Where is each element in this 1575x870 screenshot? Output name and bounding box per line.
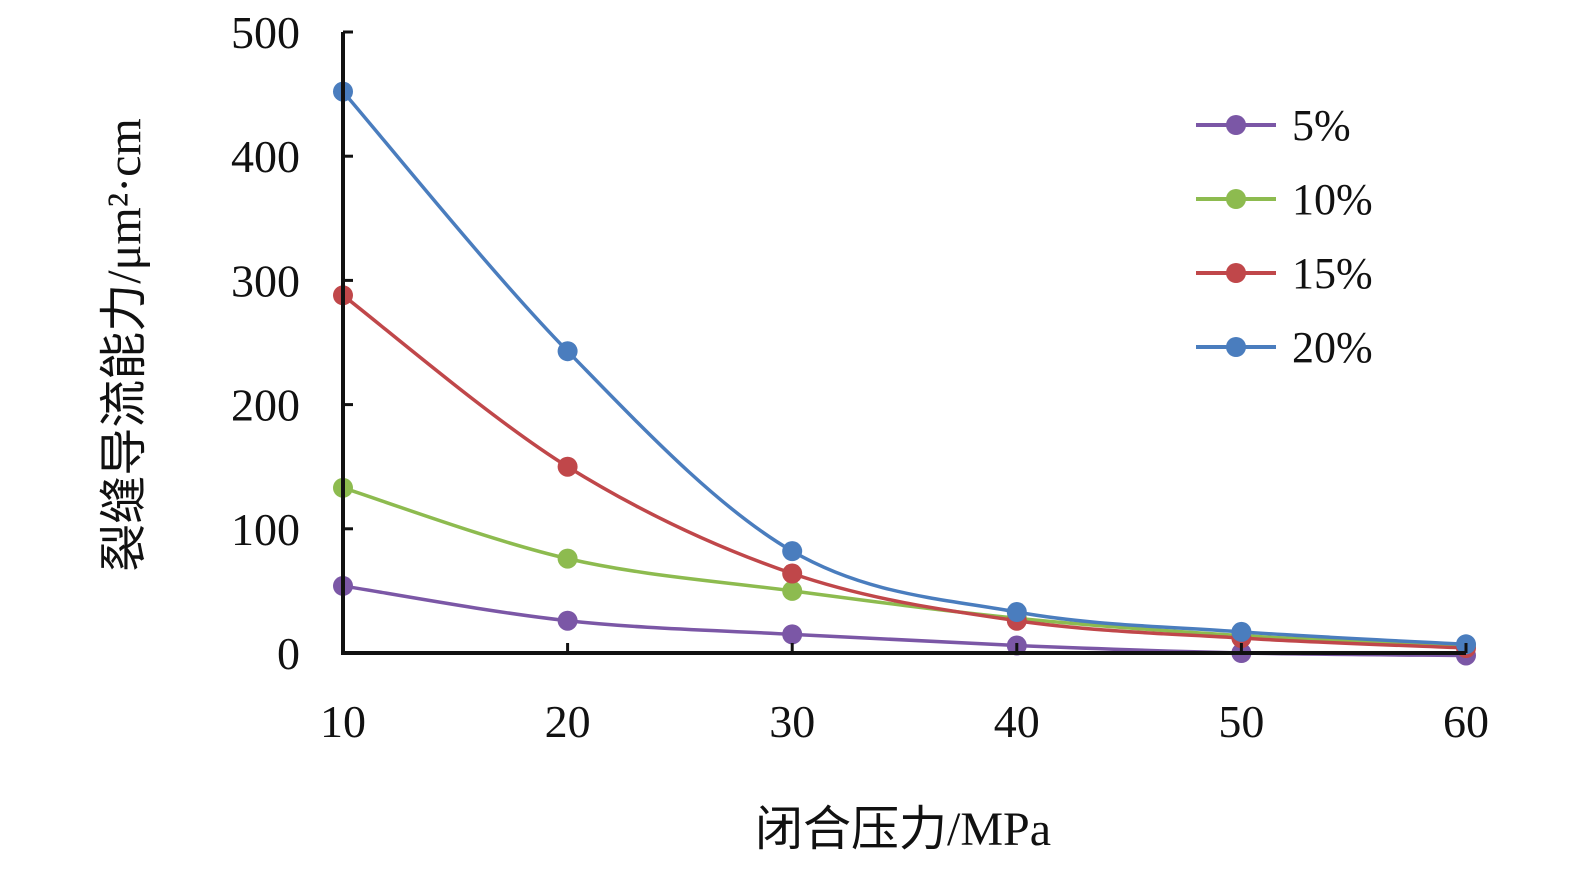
x-tick-label: 30 [769, 696, 815, 747]
series-line [341, 293, 1467, 650]
y-tick-label: 300 [231, 255, 300, 306]
series-20pct [333, 81, 1476, 655]
x-axis-title: 闭合压力/MPa [755, 803, 1051, 856]
legend-label: 10% [1292, 175, 1373, 224]
series-layer [333, 81, 1476, 666]
series-line [342, 584, 1467, 658]
x-tick-label: 20 [545, 696, 591, 747]
data-point [1006, 602, 1027, 623]
x-tick-label: 40 [994, 696, 1040, 747]
y-tick-label: 500 [231, 7, 300, 58]
data-point [782, 624, 803, 645]
data-point [557, 610, 578, 631]
legend-label: 20% [1292, 323, 1373, 372]
legend-swatch-marker [1226, 337, 1246, 357]
data-point [782, 541, 803, 562]
legend-item-20pct: 20% [1196, 323, 1373, 372]
y-tick-label: 0 [277, 628, 300, 679]
data-point [1231, 621, 1252, 642]
x-tick-label: 50 [1218, 696, 1264, 747]
legend: 5% 10% 15% 20% [1196, 101, 1373, 372]
y-tick-label: 100 [231, 504, 300, 555]
data-point [782, 580, 803, 601]
x-tick-label: 10 [320, 696, 366, 747]
legend-swatch-marker [1226, 263, 1246, 283]
y-tick-label: 200 [231, 380, 300, 431]
x-tick-label: 60 [1443, 696, 1489, 747]
legend-swatch-marker [1226, 189, 1246, 209]
series-10pct [333, 477, 1476, 656]
legend-item-10pct: 10% [1196, 175, 1373, 224]
legend-swatch-marker [1226, 115, 1246, 135]
data-point [557, 341, 578, 362]
axes [341, 32, 1466, 655]
series-line [342, 486, 1467, 648]
data-point [557, 456, 578, 477]
y-axis-title: 裂缝导流能力/μm²·cm [98, 118, 151, 571]
y-tick-label: 400 [231, 131, 300, 182]
ticks: 0 100 200 300 400 500 10 20 30 40 50 60 [231, 7, 1489, 747]
legend-item-5pct: 5% [1196, 101, 1351, 150]
legend-item-15pct: 15% [1196, 249, 1373, 298]
legend-label: 15% [1292, 249, 1373, 298]
data-point [557, 548, 578, 569]
data-point [782, 563, 803, 584]
legend-label: 5% [1292, 101, 1351, 150]
